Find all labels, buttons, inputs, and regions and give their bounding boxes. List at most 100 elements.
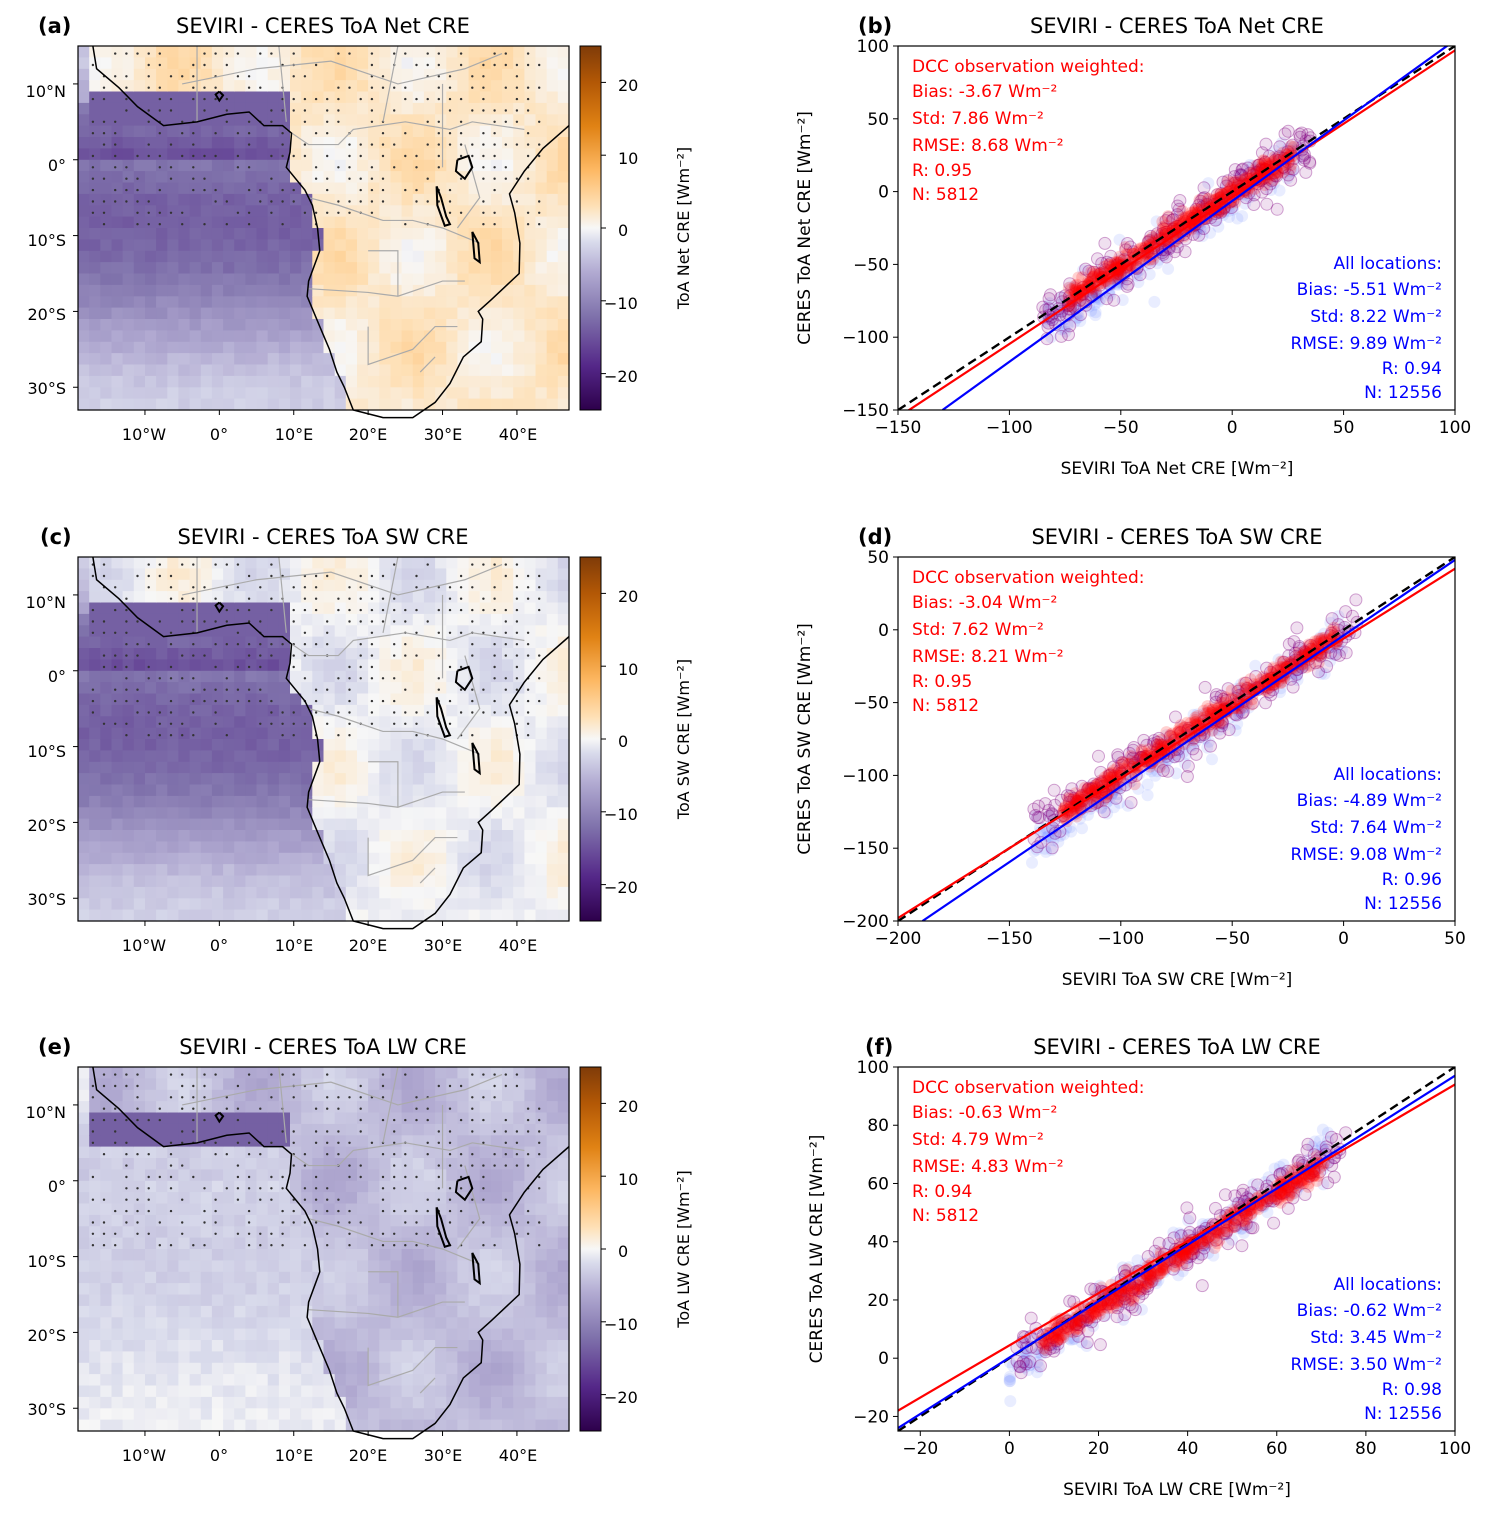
map-cell	[211, 114, 224, 127]
map-cell	[133, 398, 146, 411]
map-cell	[156, 716, 168, 729]
map-cell	[357, 750, 369, 763]
map-cell	[290, 1089, 302, 1102]
map-cell	[390, 284, 403, 297]
significance-dot	[91, 608, 95, 612]
map-cell	[278, 216, 291, 229]
map-cell	[312, 1305, 325, 1318]
map-cell	[368, 557, 380, 569]
map-cell	[323, 102, 336, 115]
map-cell	[468, 296, 481, 309]
map-cell	[423, 841, 436, 854]
map-cell	[334, 375, 347, 388]
map-cell	[245, 1089, 258, 1102]
map-cell	[133, 761, 146, 774]
map-cell	[535, 727, 548, 740]
map-cell	[145, 80, 157, 93]
significance-dot	[515, 563, 519, 566]
map-cell	[89, 1260, 101, 1273]
map-cell	[189, 1362, 202, 1375]
significance-dot	[102, 211, 106, 214]
map-cell	[133, 693, 146, 706]
map-cell	[401, 273, 414, 286]
map-cell	[211, 387, 224, 400]
map-cell	[446, 864, 459, 877]
significance-dot	[515, 608, 519, 612]
significance-dot	[169, 166, 173, 169]
map-cell	[524, 250, 537, 263]
significance-dot	[437, 75, 440, 78]
map-cell	[457, 864, 470, 877]
map-cell	[211, 1362, 224, 1375]
significance-dot	[504, 620, 507, 623]
map-cell	[401, 1158, 414, 1170]
map-cell	[457, 761, 470, 774]
significance-dot	[125, 86, 128, 89]
significance-dot	[326, 154, 329, 158]
map-field	[78, 557, 570, 922]
map-cell	[133, 591, 146, 604]
map-cell	[234, 91, 246, 104]
map-cell	[345, 591, 358, 604]
map-cell	[133, 579, 146, 592]
map-cell	[278, 784, 291, 797]
map-cell	[245, 1078, 258, 1091]
map-cell	[156, 1374, 168, 1387]
map-cell	[245, 137, 258, 149]
map-cell	[78, 1294, 90, 1307]
map-cell	[89, 46, 101, 58]
map-cell	[312, 80, 325, 93]
map-cell	[256, 216, 269, 229]
map-cell	[368, 125, 380, 138]
map-cell	[167, 716, 180, 729]
map-cell	[457, 1260, 470, 1273]
map-cell	[178, 807, 191, 820]
map-cell	[211, 1067, 224, 1079]
map-cell	[100, 1362, 113, 1375]
significance-dot	[225, 643, 228, 646]
map-cell	[145, 568, 157, 581]
map-cell	[524, 1237, 537, 1250]
map-cell	[368, 1396, 380, 1409]
map-cell	[223, 1283, 235, 1296]
map-cell	[368, 591, 380, 604]
map-cell	[234, 114, 246, 127]
map-cell	[267, 1408, 280, 1421]
map-cell	[323, 1146, 336, 1159]
map-cell	[390, 613, 403, 626]
map-cell	[133, 659, 146, 672]
map-cell	[301, 91, 313, 104]
map-cell	[379, 761, 392, 774]
map-cell	[178, 1101, 191, 1114]
map-cell	[156, 205, 168, 218]
map-cell	[334, 1112, 347, 1125]
map-cell	[245, 636, 258, 649]
map-cell	[546, 557, 559, 569]
map-cell	[156, 239, 168, 252]
map-cell	[267, 864, 280, 877]
significance-dot	[125, 166, 128, 169]
map-cell	[323, 1135, 336, 1148]
map-cell	[502, 262, 514, 275]
map-cell	[323, 1249, 336, 1261]
significance-dot	[181, 223, 184, 226]
map-cell	[189, 1260, 202, 1273]
map-cell	[368, 1123, 380, 1136]
map-cell	[122, 273, 135, 286]
map-cell	[446, 262, 459, 275]
map-cell	[234, 1101, 246, 1114]
map-cell	[379, 682, 392, 695]
map-cell	[245, 102, 258, 115]
map-cell	[78, 636, 90, 649]
map-cell	[312, 1169, 325, 1182]
map-cell	[167, 1123, 180, 1136]
map-cell	[189, 262, 202, 275]
map-cell	[334, 613, 347, 626]
map-cell	[189, 750, 202, 763]
significance-dot	[147, 563, 150, 566]
map-cell	[89, 1192, 101, 1205]
map-cell	[78, 262, 90, 275]
map-cell	[468, 46, 481, 58]
map-cell	[368, 1237, 380, 1250]
map-cell	[401, 1192, 414, 1205]
